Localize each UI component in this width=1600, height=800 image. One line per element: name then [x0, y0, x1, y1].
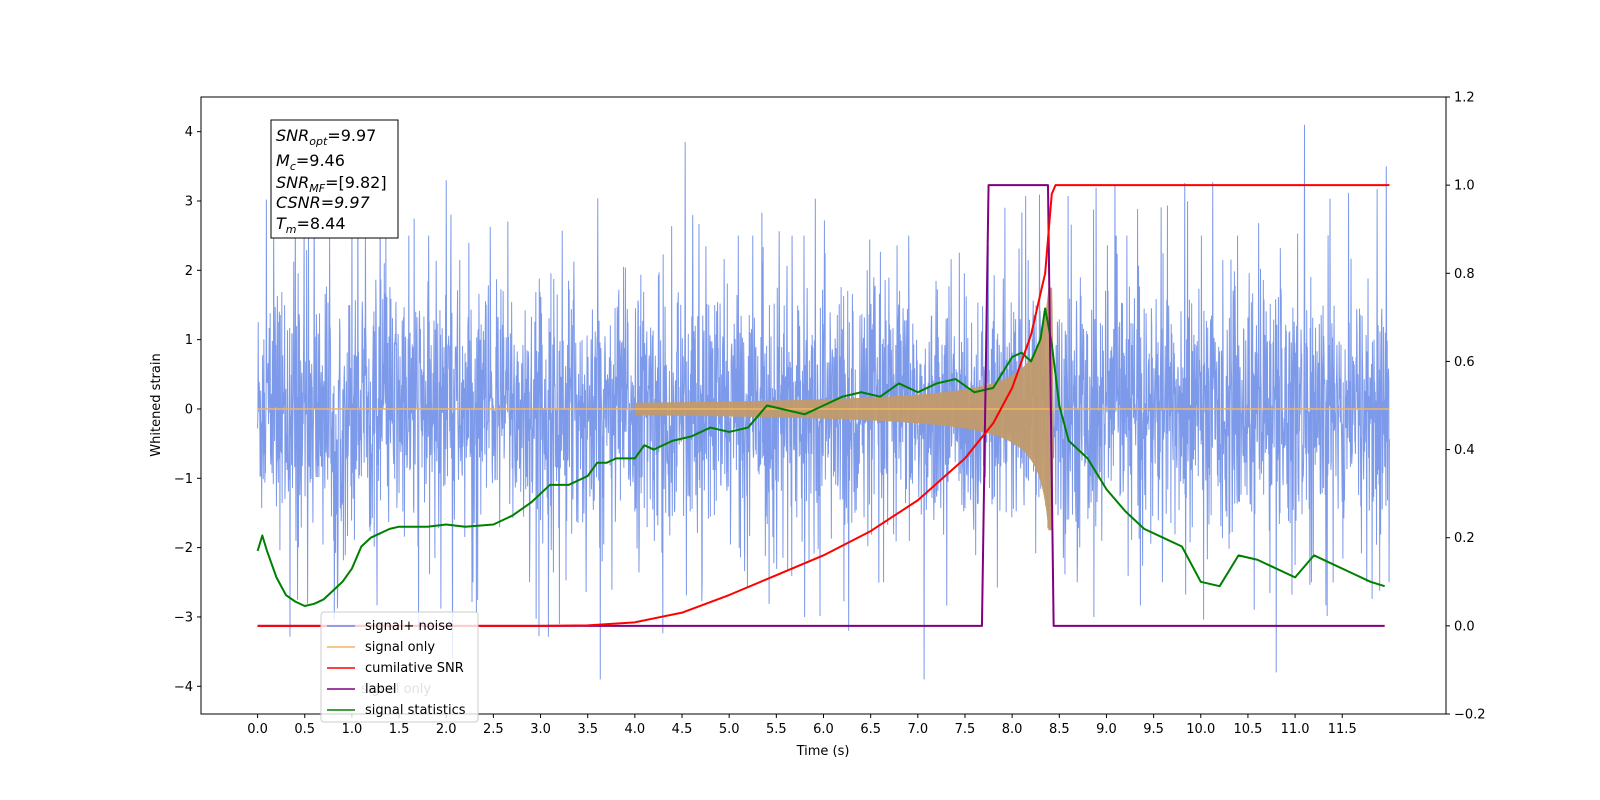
x-tick-label: 3.5 [577, 722, 598, 737]
y-left-axis-ticks: −4 −3 −2 −1 0 1 2 3 4 [174, 125, 201, 695]
x-axis-label: Time (s) [796, 744, 850, 759]
x-tick-label: 9.5 [1143, 722, 1164, 737]
x-tick-label: 2.0 [436, 722, 457, 737]
x-tick-label: 10.0 [1186, 722, 1215, 737]
y-left-tick-label: −4 [174, 680, 193, 695]
y-right-tick-label: −0.2 [1454, 708, 1486, 723]
x-tick-label: 7.5 [955, 722, 976, 737]
y-left-tick-label: −1 [174, 472, 193, 487]
y-left-tick-label: −3 [174, 610, 193, 625]
legend-label-signal-only: signal only [365, 640, 435, 655]
x-tick-label: 11.0 [1281, 722, 1310, 737]
x-tick-label: 8.5 [1049, 722, 1070, 737]
legend-label-signal-noise: signal+ noise [365, 619, 453, 634]
y-left-tick-label: 2 [185, 264, 193, 279]
y-left-tick-label: 0 [185, 402, 193, 417]
legend: signal+ noise signal only cumilative SNR… [320, 611, 479, 723]
label-line [257, 184, 1385, 627]
signal-noise-series [257, 124, 1390, 680]
x-tick-label: 7.0 [907, 722, 928, 737]
y-left-tick-label: 1 [185, 333, 193, 348]
x-tick-label: 5.5 [766, 722, 787, 737]
signal-statistics-series [256, 307, 1385, 608]
snr-mf-text: SNRMF=[9.82] [276, 173, 387, 195]
x-tick-label: 6.5 [860, 722, 881, 737]
x-tick-label: 11.5 [1328, 722, 1357, 737]
cumulative-snr-series [257, 184, 1390, 627]
x-tick-label: 4.5 [672, 722, 693, 737]
mc-text: Mc=9.46 [276, 151, 345, 173]
x-tick-label: 3.0 [530, 722, 551, 737]
info-box: SNRopt=9.97 Mc=9.46 SNRMF=[9.82] CSNR=9.… [270, 119, 399, 239]
y-left-tick-label: 3 [185, 194, 193, 209]
y-right-tick-label: 0.4 [1454, 443, 1475, 458]
x-tick-label: 2.5 [483, 722, 504, 737]
y-left-tick-label: 4 [185, 125, 193, 140]
x-tick-label: 4.0 [625, 722, 646, 737]
y-right-tick-label: 0.6 [1454, 355, 1475, 370]
x-tick-label: 1.0 [342, 722, 363, 737]
legend-label-signal-statistics: signal statistics [365, 703, 466, 718]
legend-hidden-text: signal only [361, 682, 431, 697]
y-right-tick-label: 0.0 [1454, 619, 1475, 634]
signal-noise-line [257, 124, 1390, 680]
x-tick-label: 0.0 [247, 722, 268, 737]
y-right-axis-ticks: −0.2 0.0 0.2 0.4 0.6 0.8 1.0 1.2 [1446, 91, 1486, 723]
y-right-tick-label: 0.8 [1454, 267, 1475, 282]
snr-opt-text: SNRopt=9.97 [276, 126, 376, 148]
legend-label-label: label [365, 682, 396, 697]
csnr-text: CSNR=9.97 [276, 193, 371, 212]
x-tick-label: 5.0 [719, 722, 740, 737]
x-tick-label: 9.0 [1096, 722, 1117, 737]
x-tick-label: 6.0 [813, 722, 834, 737]
y-right-tick-label: 0.2 [1454, 531, 1475, 546]
x-axis-ticks: 0.0 0.5 1.0 1.5 2.0 2.5 3.0 3.5 4.0 4.5 5.0 5.5 6.0 6… [247, 714, 1357, 737]
x-tick-label: 1.5 [389, 722, 410, 737]
signal-only-series [257, 287, 1390, 531]
y-left-axis-label: Whitened strain [149, 353, 164, 456]
y-right-tick-label: 1.2 [1454, 91, 1475, 106]
y-left-tick-label: −2 [174, 541, 193, 556]
x-tick-label: 8.0 [1002, 722, 1023, 737]
cumulative-snr-line [257, 184, 1390, 627]
legend-label-cumulative-snr: cumilative SNR [365, 661, 464, 676]
x-tick-label: 0.5 [294, 722, 315, 737]
signal-statistics-line [256, 307, 1385, 608]
y-right-tick-label: 1.0 [1454, 179, 1475, 194]
label-series [257, 184, 1385, 627]
x-tick-label: 10.5 [1233, 722, 1262, 737]
tm-text: Tm=8.44 [276, 214, 346, 236]
